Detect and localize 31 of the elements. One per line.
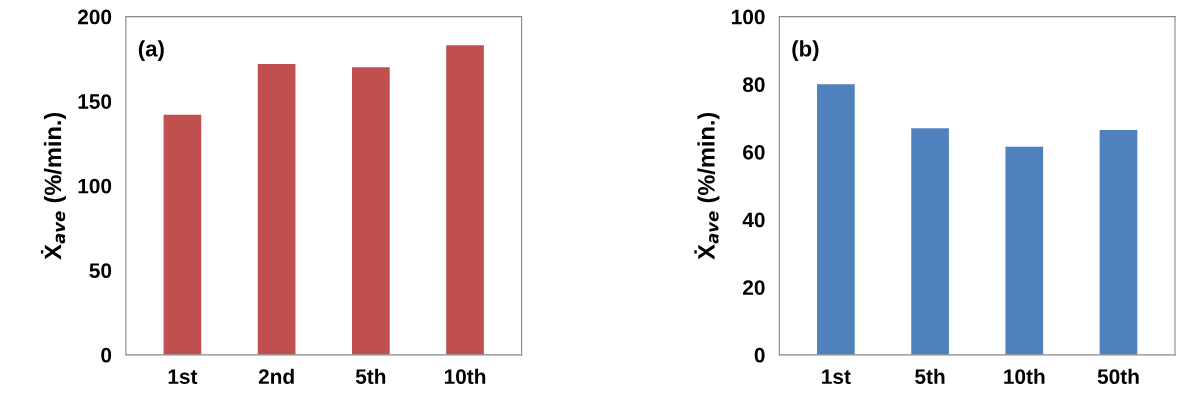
bar: [257, 63, 296, 355]
bar: [1005, 146, 1044, 355]
bar: [911, 128, 949, 355]
bar: [163, 114, 202, 355]
y-tick-label: 200: [77, 9, 112, 25]
y-tick-label: 0: [101, 347, 112, 363]
y-tick-label: 80: [742, 77, 765, 92]
y-tick-label: 150: [78, 94, 112, 109]
y-tick-label: 50: [89, 263, 112, 279]
y-axis-title: Ẋ$_{ave}$ (%/min.): [694, 112, 720, 260]
y-tick-label: 60: [743, 144, 765, 160]
bar: [1099, 129, 1138, 355]
y-tick-label: 100: [78, 178, 112, 194]
bar: [817, 84, 855, 355]
x-tick-label: 10th: [444, 368, 486, 385]
x-tick-label: 10th: [1004, 368, 1045, 385]
y-tick-label: 20: [743, 280, 765, 295]
x-tick-label: 5th: [355, 368, 386, 385]
bar: [446, 45, 484, 355]
y-tick-label: 100: [732, 9, 765, 25]
y-tick-label: 0: [754, 347, 765, 363]
x-tick-label: 5th: [915, 368, 945, 385]
x-tick-label: 50th: [1097, 368, 1139, 385]
annotation: (b): [792, 40, 819, 61]
x-tick-label: 1st: [168, 369, 198, 385]
x-tick-label: 1st: [822, 369, 851, 385]
x-tick-label: 2nd: [258, 368, 294, 385]
annotation: (a): [138, 40, 164, 61]
y-tick-label: 40: [742, 212, 765, 228]
y-axis-title: Ẋ$_{ave}$ (%/min.): [40, 112, 66, 260]
bar: [351, 67, 390, 355]
